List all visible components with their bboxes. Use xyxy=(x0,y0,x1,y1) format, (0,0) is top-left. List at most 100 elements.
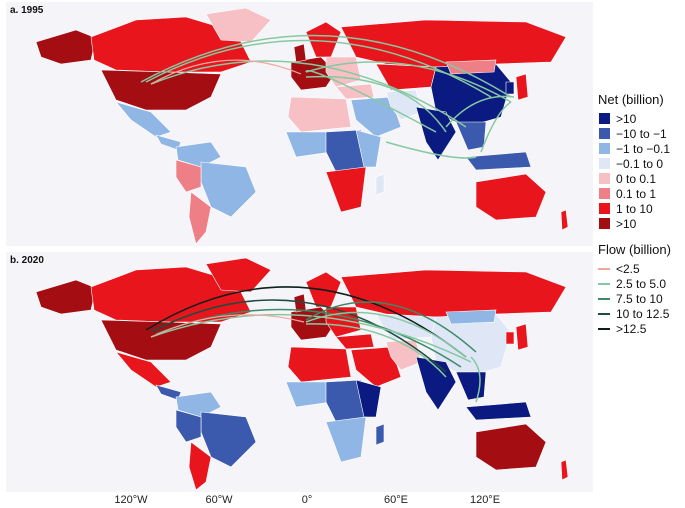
region-iran xyxy=(385,339,422,371)
region-mongolia xyxy=(445,59,497,75)
region-alaska xyxy=(35,29,97,65)
region-nz xyxy=(560,209,569,231)
flow-arc xyxy=(480,101,512,153)
flow-arc xyxy=(305,61,512,103)
region-se-asia xyxy=(455,371,487,401)
region-india xyxy=(415,356,457,411)
x-tick: 120°W xyxy=(114,494,148,506)
panel-label-1995: a. 1995 xyxy=(10,5,44,16)
region-scandinavia xyxy=(305,21,342,58)
region-argentina xyxy=(188,191,212,245)
region-indonesia xyxy=(465,151,532,171)
region-alaska xyxy=(35,279,97,315)
legend-flow: Flow (billion) <2.5 2.5 to 5.0 7.5 to 10 10… xyxy=(598,242,671,336)
legend-net-item: 0.1 to 1 xyxy=(598,186,670,201)
legend-swatch xyxy=(598,127,611,140)
legend-net: Net (billion) >10 −10 to −1 −1 to −0.1 −0.1… xyxy=(598,92,670,231)
legend-net-label: −1 to −0.1 xyxy=(616,141,671,156)
legend-swatch xyxy=(598,202,611,215)
region-west-africa xyxy=(285,381,332,408)
region-east-europe xyxy=(325,56,362,88)
legend-net-label: −0.1 to 0 xyxy=(616,156,664,171)
legend-net-item: 1 to 10 xyxy=(598,201,670,216)
legend-flow-item: 10 to 12.5 xyxy=(598,306,671,321)
legend-net-title: Net (billion) xyxy=(598,92,664,107)
region-west-africa xyxy=(285,131,332,158)
legend-net-item: −0.1 to 0 xyxy=(598,156,670,171)
flow-arc xyxy=(305,311,467,358)
flow-arc xyxy=(150,60,467,128)
flow-arc xyxy=(145,286,467,358)
region-russia xyxy=(340,269,567,318)
legend-net-label: −10 to −1 xyxy=(616,126,667,141)
region-peru xyxy=(175,409,202,443)
region-japan xyxy=(515,323,529,351)
region-nz xyxy=(560,459,569,481)
legend-net-label: 1 to 10 xyxy=(616,201,653,216)
legend-line-swatch xyxy=(598,327,610,330)
region-middle-east xyxy=(350,346,402,388)
region-greenland xyxy=(205,257,272,293)
region-japan xyxy=(515,73,529,101)
world-map-1995 xyxy=(35,7,569,245)
legend-flow-title: Flow (billion) xyxy=(598,242,671,257)
flow-arc xyxy=(150,299,447,373)
legend-line-swatch xyxy=(598,267,610,270)
region-iran xyxy=(385,89,422,121)
flow-arc xyxy=(150,314,305,338)
legend-flow-label: >12.5 xyxy=(616,321,647,336)
region-uk xyxy=(293,43,307,63)
legend-net-label: >10 xyxy=(616,216,637,231)
region-mexico xyxy=(115,351,172,388)
legend-flow-label: 2.5 to 5.0 xyxy=(616,276,667,291)
flow-arc xyxy=(305,75,447,133)
region-australia xyxy=(475,423,547,471)
flow-arc xyxy=(140,34,512,98)
legend-swatch xyxy=(598,187,611,200)
map-panel-1995: a. 1995 xyxy=(6,2,593,246)
legend-net-item: >10 xyxy=(598,111,670,126)
legend-flow-item: >12.5 xyxy=(598,321,671,336)
legend-swatch xyxy=(598,142,611,155)
map-panel-2020: b. 2020 xyxy=(6,252,593,492)
legend-swatch xyxy=(598,217,611,230)
flow-arc xyxy=(305,301,477,353)
legend-net-item: 0 to 0.1 xyxy=(598,171,670,186)
region-indonesia xyxy=(465,401,532,421)
region-south-africa xyxy=(325,166,367,213)
legend-net-label: >10 xyxy=(616,111,637,126)
legend-line-swatch xyxy=(598,297,610,300)
region-east-africa xyxy=(355,379,382,418)
region-colombia-ven xyxy=(175,141,222,168)
region-west-europe xyxy=(290,56,337,91)
legend-net-label: 0 to 0.1 xyxy=(616,171,657,186)
legend-flow-label: <2.5 xyxy=(616,261,640,276)
region-canada xyxy=(90,16,252,73)
flow-arc xyxy=(150,59,302,85)
flow-arc xyxy=(305,323,447,378)
legend-net-item: −1 to −0.1 xyxy=(598,141,670,156)
region-usa xyxy=(100,319,222,361)
region-argentina xyxy=(188,441,212,491)
legend-flow-item: 7.5 to 10 xyxy=(598,291,671,306)
legend-net-label: 0.1 to 1 xyxy=(616,186,657,201)
region-mexico xyxy=(115,101,172,138)
region-madagascar xyxy=(375,423,385,446)
legend-flow-label: 10 to 12.5 xyxy=(616,306,670,321)
region-greenland xyxy=(205,7,272,43)
region-mongolia xyxy=(445,309,497,325)
flow-arc xyxy=(445,95,515,128)
flow-arcs-2020 xyxy=(145,286,481,403)
region-colombia-ven xyxy=(175,391,222,418)
flow-arc xyxy=(150,313,472,363)
x-tick: 120°E xyxy=(469,494,501,506)
x-tick: 60°W xyxy=(205,494,233,506)
legend-line-swatch xyxy=(598,282,610,285)
x-axis: 120°W 60°W 0° 60°E 120°E xyxy=(0,494,600,508)
region-turkey xyxy=(335,333,375,350)
world-map-2020 xyxy=(35,257,569,491)
x-tick: 60°E xyxy=(384,494,408,506)
region-korea xyxy=(505,81,515,95)
region-north-africa xyxy=(287,346,352,383)
region-korea xyxy=(505,331,515,345)
